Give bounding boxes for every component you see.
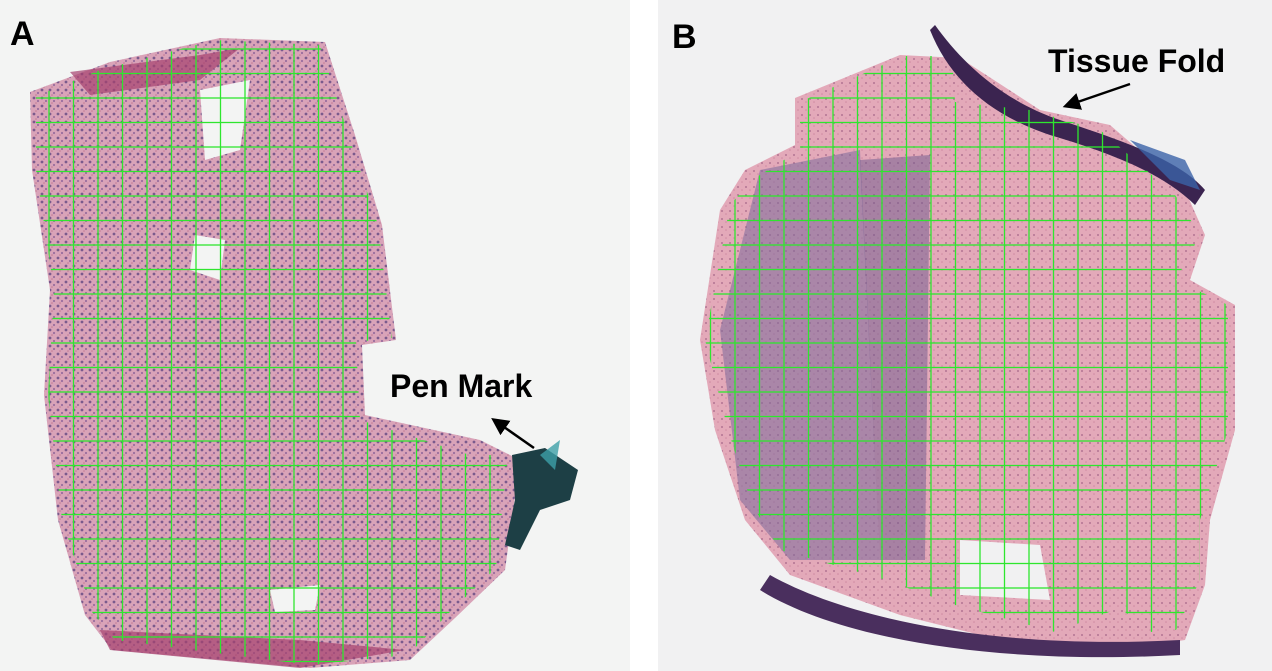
page: A Pen Mark B Tissue Fold (() => { const … xyxy=(0,0,1272,671)
annotation: Pen Mark xyxy=(390,368,532,404)
panel-label: B xyxy=(672,18,697,56)
panel-label: A xyxy=(10,15,35,53)
figure: A Pen Mark B Tissue Fold xyxy=(0,0,1272,671)
annotation: Tissue Fold xyxy=(1048,43,1225,79)
